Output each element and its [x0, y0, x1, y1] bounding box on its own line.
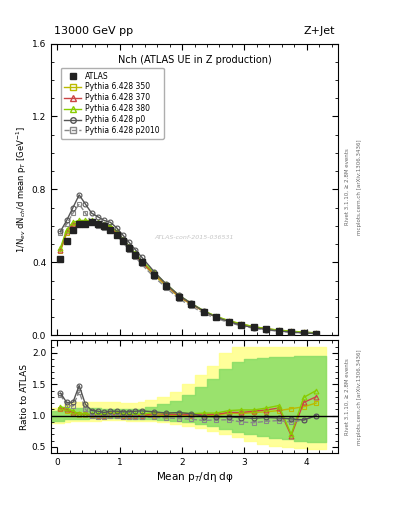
Legend: ATLAS, Pythia 6.428 350, Pythia 6.428 370, Pythia 6.428 380, Pythia 6.428 p0, Py: ATLAS, Pythia 6.428 350, Pythia 6.428 37…	[61, 68, 163, 139]
Text: mcplots.cern.ch [arXiv:1306.3436]: mcplots.cern.ch [arXiv:1306.3436]	[357, 349, 362, 444]
Text: Rivet 3.1.10, ≥ 2.8M events: Rivet 3.1.10, ≥ 2.8M events	[345, 148, 349, 225]
Text: Rivet 3.1.10, ≥ 2.8M events: Rivet 3.1.10, ≥ 2.8M events	[345, 358, 349, 435]
Text: Nch (ATLAS UE in Z production): Nch (ATLAS UE in Z production)	[118, 55, 272, 65]
Text: 13000 GeV pp: 13000 GeV pp	[54, 26, 133, 36]
Text: ATLAS-conf-2015-036531: ATLAS-conf-2015-036531	[155, 235, 234, 240]
Text: mcplots.cern.ch [arXiv:1306.3436]: mcplots.cern.ch [arXiv:1306.3436]	[357, 139, 362, 234]
Y-axis label: Ratio to ATLAS: Ratio to ATLAS	[20, 364, 29, 430]
Y-axis label: 1/N$_{ev}$ dN$_{ch}$/d mean p$_T$ [GeV$^{-1}$]: 1/N$_{ev}$ dN$_{ch}$/d mean p$_T$ [GeV$^…	[15, 126, 29, 253]
X-axis label: Mean p$_T$/dη dφ: Mean p$_T$/dη dφ	[156, 470, 233, 484]
Text: Z+Jet: Z+Jet	[304, 26, 335, 36]
